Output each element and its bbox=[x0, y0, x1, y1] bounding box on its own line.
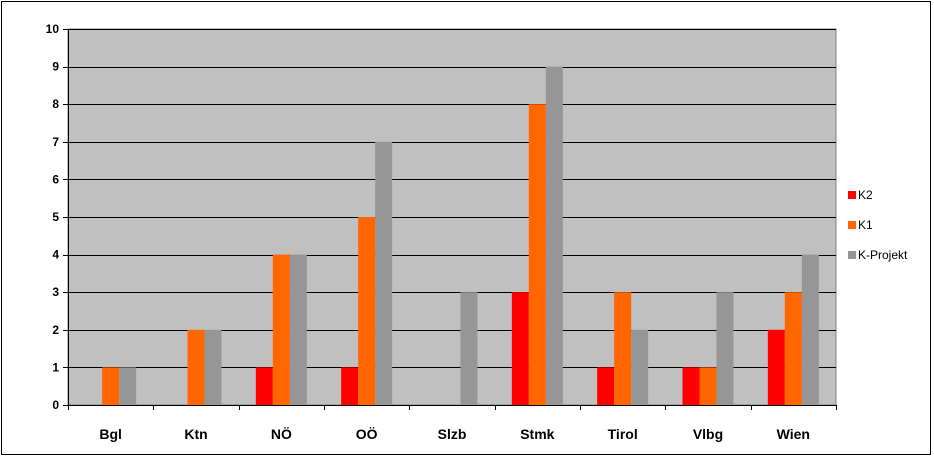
y-tick-label-3: 3 bbox=[52, 285, 59, 299]
legend-label-k1: K1 bbox=[858, 218, 873, 232]
y-tick-label-8: 8 bbox=[52, 97, 59, 111]
legend-swatch-k2 bbox=[848, 191, 856, 199]
x-category-label-6: Tirol bbox=[608, 426, 638, 442]
bar-k2-tirol bbox=[597, 367, 615, 405]
legend-label-k-projekt: K-Projekt bbox=[858, 248, 908, 262]
legend-swatch-k1 bbox=[848, 221, 856, 229]
bar-k2-vlbg bbox=[682, 367, 700, 405]
x-category-label-0: Bgl bbox=[99, 426, 122, 442]
y-tick-labels: 0 1 2 3 4 5 6 7 8 9 10 bbox=[46, 22, 60, 412]
y-tick-label-2: 2 bbox=[52, 323, 59, 337]
x-category-label-1: Ktn bbox=[184, 426, 207, 442]
bar-k-projekt-ktn bbox=[204, 329, 222, 405]
y-tick-label-10: 10 bbox=[46, 22, 60, 36]
bar-k1-vlbg bbox=[699, 367, 717, 405]
y-tick-label-1: 1 bbox=[52, 360, 59, 374]
bar-k-projekt-wien bbox=[801, 254, 819, 405]
bar-k-projekt-nö bbox=[289, 254, 307, 405]
x-category-label-7: Vlbg bbox=[693, 426, 723, 442]
bar-k-projekt-oö bbox=[375, 141, 393, 406]
bar-k1-oö bbox=[358, 217, 376, 405]
bar-k1-stmk bbox=[528, 104, 546, 405]
x-category-label-4: Slzb bbox=[438, 426, 467, 442]
y-tick-label-7: 7 bbox=[52, 135, 59, 149]
legend-swatch-k-projekt bbox=[848, 251, 856, 259]
x-category-labels: Bgl Ktn NÖ OÖ Slzb Stmk Tirol Vlbg Wien bbox=[99, 426, 810, 442]
x-category-label-3: OÖ bbox=[356, 426, 378, 442]
bars bbox=[102, 66, 819, 406]
y-tick-label-6: 6 bbox=[52, 172, 59, 186]
bar-k-projekt-bgl bbox=[119, 367, 137, 405]
bar-k1-wien bbox=[784, 292, 802, 405]
axes bbox=[63, 29, 837, 410]
y-tick-label-4: 4 bbox=[52, 248, 59, 262]
bar-k-projekt-vlbg bbox=[716, 292, 734, 405]
bar-k2-oö bbox=[341, 367, 359, 405]
x-category-label-2: NÖ bbox=[271, 426, 292, 442]
legend-label-k2: K2 bbox=[858, 188, 873, 202]
bar-k1-nö bbox=[272, 254, 290, 405]
bar-k2-wien bbox=[767, 329, 785, 405]
bar-k-projekt-slzb bbox=[460, 292, 478, 405]
bar-k-projekt-stmk bbox=[545, 66, 563, 405]
x-category-label-8: Wien bbox=[777, 426, 810, 442]
bar-k1-bgl bbox=[102, 367, 120, 405]
bar-k2-stmk bbox=[511, 292, 529, 405]
bar-k2-nö bbox=[255, 367, 273, 405]
gridlines bbox=[68, 29, 836, 368]
bar-k-projekt-tirol bbox=[631, 329, 649, 405]
legend: K2 K1 K-Projekt bbox=[848, 188, 908, 262]
y-tick-label-9: 9 bbox=[52, 60, 59, 74]
y-tick-label-0: 0 bbox=[52, 398, 59, 412]
y-tick-label-5: 5 bbox=[52, 210, 59, 224]
x-category-label-5: Stmk bbox=[520, 426, 554, 442]
bar-k1-ktn bbox=[187, 329, 205, 405]
bar-k1-tirol bbox=[614, 292, 632, 405]
